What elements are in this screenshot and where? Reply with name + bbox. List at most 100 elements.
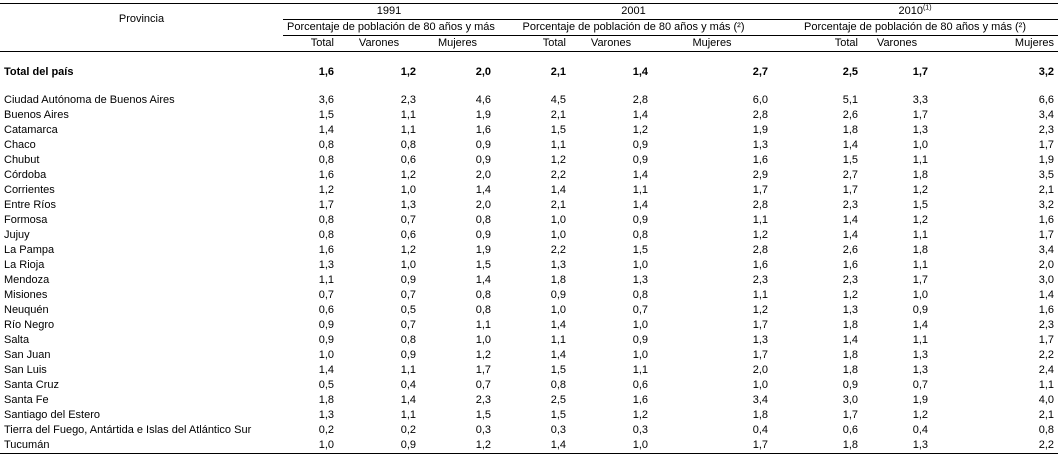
province-name: Buenos Aires	[4, 109, 69, 121]
population-80plus-table: Provincia 1991 2001 2010(1) Porcentaje d…	[0, 3, 1059, 454]
province-value: 1,9	[752, 124, 768, 136]
province-value: 2,5	[550, 394, 566, 406]
province-value: 1,1	[400, 109, 416, 121]
province-value: 1,9	[475, 109, 491, 121]
province-name: Salta	[4, 334, 30, 346]
province-value: 2,0	[752, 364, 768, 376]
table-row: Tierra del Fuego, Antártida e Islas del …	[0, 423, 1058, 438]
province-value: 0,8	[318, 214, 334, 226]
province-value: 1,4	[912, 319, 928, 331]
province-name: Santa Cruz	[4, 379, 60, 391]
province-value: 1,3	[632, 274, 648, 286]
province-name: Formosa	[4, 214, 48, 226]
province-name: Entre Ríos	[4, 199, 56, 211]
table-row: Entre Ríos 1,7 1,3 2,0 2,1 1,4 2,8 2,3 1,5 3,2	[0, 198, 1058, 213]
province-value: 2,8	[752, 199, 768, 211]
province-name: Chaco	[4, 139, 36, 151]
province-value: 1,2	[752, 229, 768, 241]
total-value: 1,6	[318, 66, 334, 78]
year-header-1991: 1991	[376, 5, 402, 17]
province-value: 2,3	[1038, 124, 1055, 136]
province-value: 1,5	[632, 244, 648, 256]
province-value: 2,3	[842, 274, 858, 286]
province-value: 1,1	[752, 289, 768, 301]
province-value: 1,8	[550, 274, 566, 286]
total-value: 1,4	[632, 66, 648, 78]
province-value: 0,9	[400, 274, 416, 286]
province-value: 1,4	[475, 184, 491, 196]
province-value: 0,7	[400, 214, 416, 226]
province-value: 2,6	[842, 244, 858, 256]
province-value: 2,1	[1038, 409, 1055, 421]
province-value: 0,4	[400, 379, 416, 391]
province-value: 0,3	[550, 424, 566, 436]
province-value: 2,6	[842, 109, 858, 121]
col-mujeres-header: Mujeres	[420, 35, 495, 52]
total-value: 2,7	[752, 66, 768, 78]
province-name: San Juan	[4, 349, 51, 361]
province-value: 1,5	[475, 259, 491, 271]
province-value: 1,0	[752, 379, 768, 391]
province-value: 1,1	[912, 229, 928, 241]
province-value: 1,4	[632, 109, 648, 121]
province-value: 1,8	[842, 319, 858, 331]
province-name: Santa Fe	[4, 394, 49, 406]
province-value: 1,1	[400, 364, 416, 376]
province-value: 1,6	[632, 394, 648, 406]
province-value: 0,7	[400, 289, 416, 301]
province-value: 1,3	[318, 409, 334, 421]
province-value: 1,4	[400, 394, 416, 406]
province-value: 1,8	[752, 409, 768, 421]
province-name: Córdoba	[4, 169, 47, 181]
province-value: 2,7	[842, 169, 858, 181]
province-value: 1,7	[475, 364, 491, 376]
province-value: 0,9	[912, 304, 928, 316]
province-value: 2,9	[752, 169, 768, 181]
province-value: 0,8	[400, 139, 416, 151]
table-row: Santiago del Estero 1,3 1,1 1,5 1,5 1,2 1,8 1,7…	[0, 408, 1058, 423]
province-value: 4,6	[475, 94, 491, 106]
province-value: 0,9	[400, 349, 416, 361]
province-name: Chubut	[4, 154, 40, 166]
province-value: 0,7	[400, 319, 416, 331]
province-value: 1,4	[632, 199, 648, 211]
indicator-header: Porcentaje de población de 80 años y más…	[283, 19, 495, 36]
province-value: 1,5	[475, 409, 491, 421]
province-value: 4,5	[550, 94, 566, 106]
province-value: 1,7	[1038, 229, 1055, 241]
province-value: 1,8	[842, 364, 858, 376]
province-name: Catamarca	[4, 124, 58, 136]
indicator-header: Porcentaje de población de 80 años y más…	[772, 19, 1059, 36]
total-value: 2,1	[550, 66, 566, 78]
province-value: 1,2	[550, 154, 566, 166]
province-value: 1,0	[632, 319, 648, 331]
province-value: 1,8	[912, 169, 928, 181]
table-row: Chubut 0,8 0,6 0,9 1,2 0,9 1,6 1,5 1,1 1,9	[0, 153, 1058, 168]
province-value: 0,8	[550, 379, 566, 391]
province-value: 0,8	[400, 334, 416, 346]
total-value: 3,2	[1038, 66, 1055, 78]
province-value: 1,3	[400, 199, 416, 211]
province-value: 2,3	[400, 94, 416, 106]
province-value: 1,0	[550, 214, 566, 226]
province-name: Corrientes	[4, 184, 55, 196]
province-value: 0,6	[632, 379, 648, 391]
table-row: San Juan 1,0 0,9 1,2 1,4 1,0 1,7 1,8 1,3 2,2	[0, 348, 1058, 363]
table-row: Córdoba 1,6 1,2 2,0 2,2 1,4 2,9 2,7 1,8 3,5	[0, 168, 1058, 183]
province-value: 3,3	[912, 94, 928, 106]
province-name: Tierra del Fuego, Antártida e Islas del …	[4, 424, 252, 436]
province-value: 2,8	[752, 109, 768, 121]
province-value: 0,8	[318, 139, 334, 151]
province-value: 0,4	[912, 424, 928, 436]
table-row: Mendoza 1,1 0,9 1,4 1,8 1,3 2,3 2,3 1,7 3,0	[0, 273, 1058, 288]
province-value: 0,8	[632, 289, 648, 301]
province-value: 1,2	[912, 214, 928, 226]
province-value: 1,9	[475, 244, 491, 256]
year-header-2010: 2010(1)	[898, 4, 932, 17]
province-name: San Luis	[4, 364, 47, 376]
table-row: Neuquén 0,6 0,5 0,8 1,0 0,7 1,2 1,3 0,9 1,6	[0, 303, 1058, 318]
province-name: Misiones	[4, 289, 48, 301]
province-value: 0,9	[400, 439, 416, 451]
province-value: 1,1	[550, 139, 566, 151]
province-value: 1,0	[632, 349, 648, 361]
